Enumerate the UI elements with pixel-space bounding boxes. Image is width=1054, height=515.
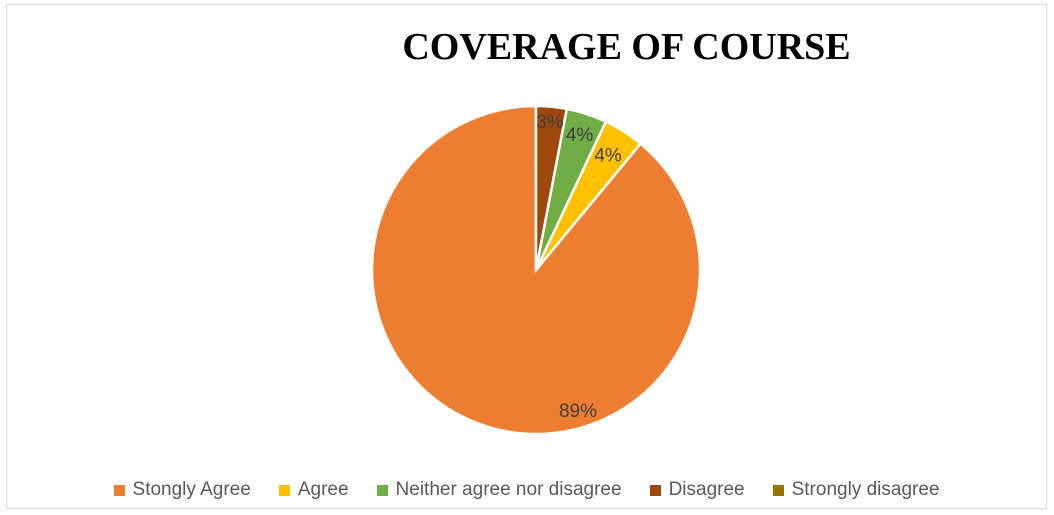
slice-data-label: 89% [559, 401, 597, 422]
legend-swatch [376, 484, 388, 496]
slice-data-label: 3% [536, 112, 564, 133]
legend-label: Agree [297, 479, 349, 500]
legend-item: Neither agree nor disagree [376, 479, 622, 501]
legend-swatch [113, 484, 125, 496]
chart-title: COVERAGE OF COURSE [402, 26, 851, 68]
legend-item: Agree [278, 479, 349, 501]
chart-area: COVERAGE OF COURSE 89% 4% 4% 3% Stongly Agr… [6, 4, 1047, 509]
legend-swatch [772, 484, 784, 496]
legend-swatch [278, 484, 290, 496]
legend-item: Strongly disagree [772, 479, 940, 501]
legend: Stongly Agree Agree Neither agree nor disa… [7, 479, 1046, 501]
legend-label: Neither agree nor disagree [395, 479, 622, 500]
slice-data-label: 4% [594, 145, 622, 166]
legend-label: Stongly Agree [132, 479, 251, 500]
legend-label: Disagree [668, 479, 745, 500]
legend-swatch [649, 484, 661, 496]
legend-label: Strongly disagree [791, 479, 940, 500]
legend-item: Stongly Agree [113, 479, 251, 501]
pie-chart: 89%4%4%3% [370, 104, 702, 436]
legend-item: Disagree [649, 479, 745, 501]
slice-data-label: 4% [566, 125, 594, 146]
pie-slice [534, 104, 569, 271]
